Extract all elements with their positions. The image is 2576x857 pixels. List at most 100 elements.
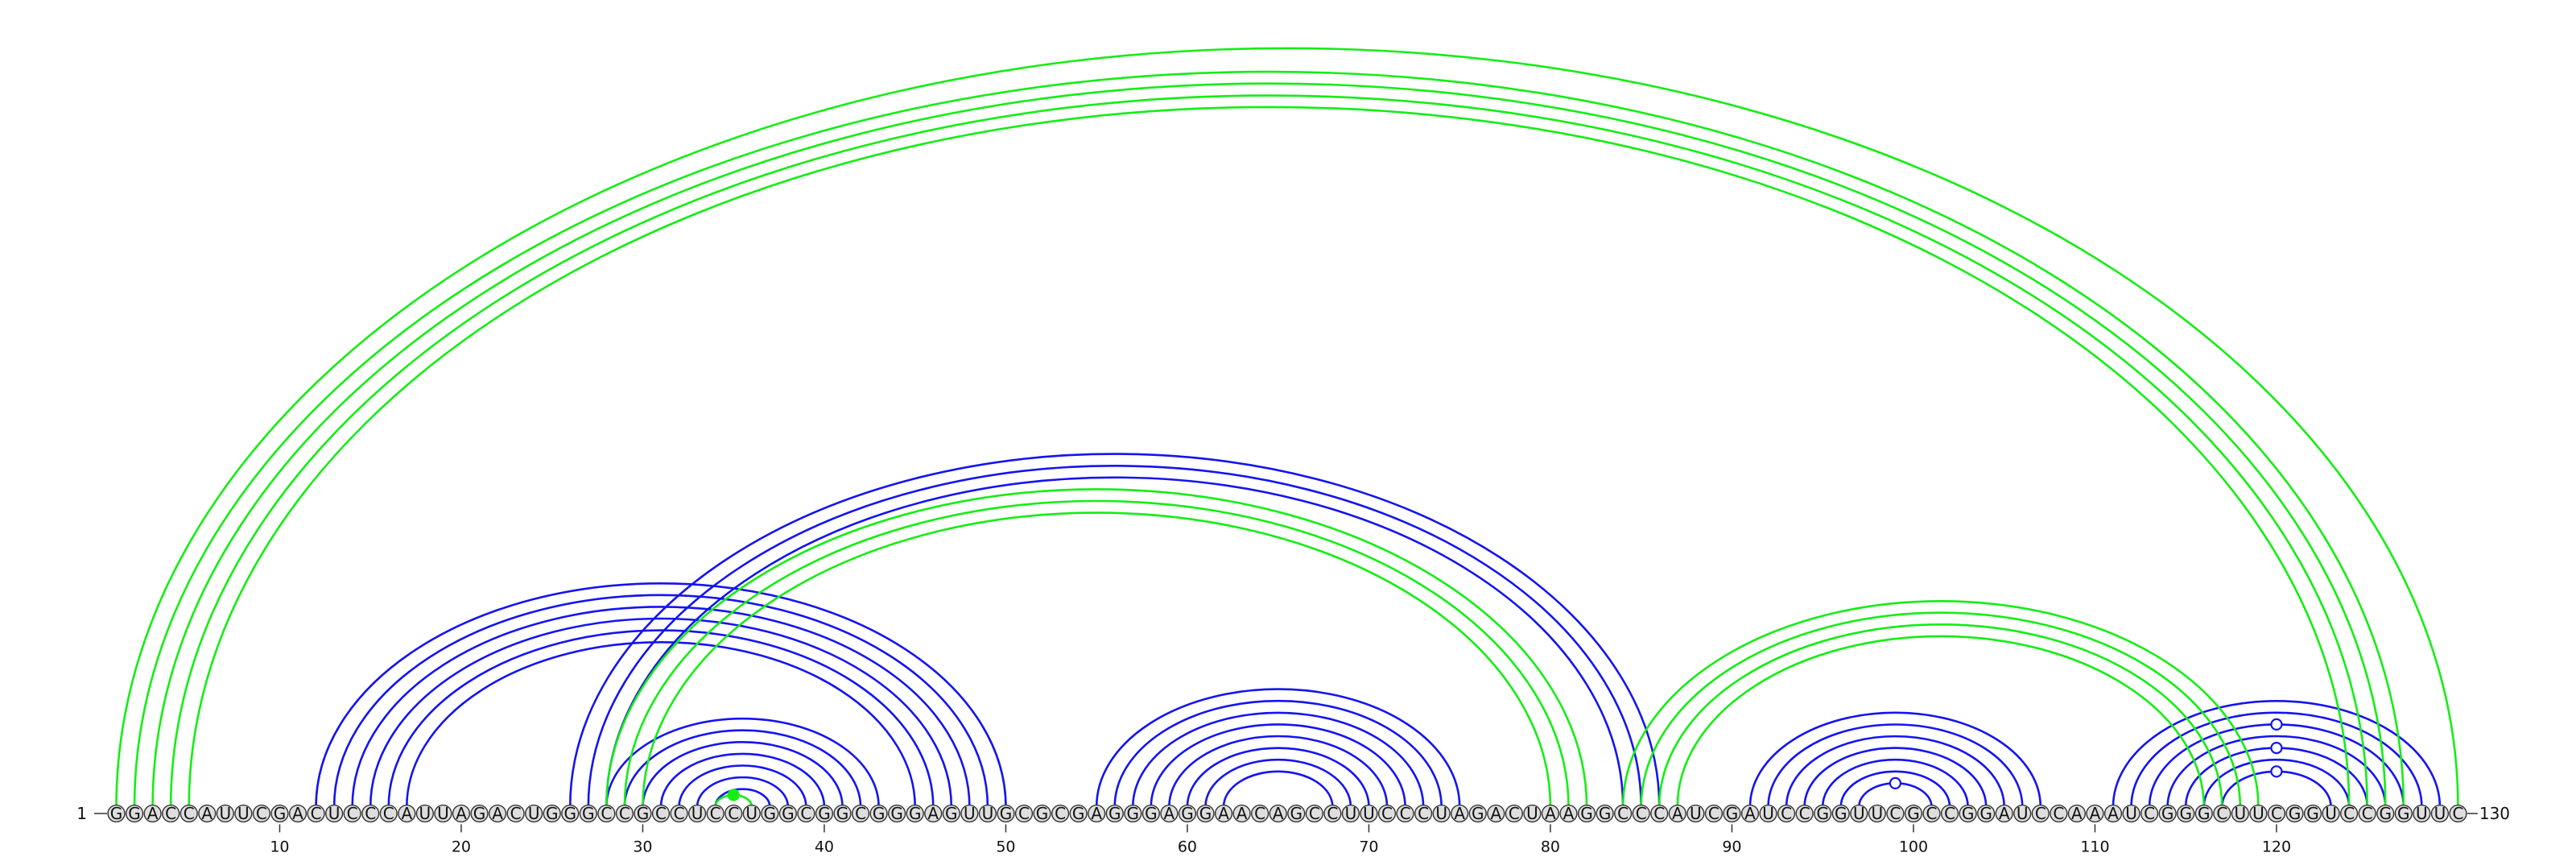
nucleotide-43: G bbox=[869, 804, 888, 823]
nucleotide-125: C bbox=[2358, 804, 2376, 823]
nucleotide-110: A bbox=[2086, 804, 2104, 823]
tick-label-100: 100 bbox=[1899, 838, 1928, 855]
nucleotide-letter: C bbox=[2144, 804, 2155, 823]
nucleotide-letter: U bbox=[437, 804, 449, 823]
nucleotide-95: G bbox=[1814, 804, 1832, 823]
blue-arc-62-68 bbox=[1222, 770, 1334, 807]
nucleotide-circle bbox=[2158, 804, 2177, 823]
nucleotide-circle bbox=[1740, 804, 1760, 823]
nucleotide-circle bbox=[1850, 804, 1868, 823]
nucleotide-circle bbox=[543, 804, 561, 823]
nucleotide-90: G bbox=[1723, 804, 1741, 823]
blue-arc-28-84 bbox=[605, 476, 1624, 807]
nucleotide-circle bbox=[597, 804, 616, 823]
nucleotide-39: C bbox=[797, 804, 815, 823]
nucleotide-letter: G bbox=[564, 804, 577, 823]
nucleotide-letter: A bbox=[147, 804, 159, 823]
nucleotide-circle bbox=[1196, 804, 1215, 823]
nucleotide-letter: U bbox=[745, 804, 758, 823]
tick-label-60: 60 bbox=[1178, 838, 1197, 855]
nucleotide-74: U bbox=[1432, 804, 1451, 823]
nucleotide-circle bbox=[1124, 804, 1142, 823]
nucleotide-27: G bbox=[579, 804, 597, 823]
nucleotide-48: U bbox=[960, 804, 979, 823]
nucleotide-letter: U bbox=[2017, 804, 2029, 823]
nucleotide-circle bbox=[1814, 804, 1832, 823]
nucleotide-letter: C bbox=[855, 804, 866, 823]
nucleotide-23: C bbox=[506, 804, 525, 823]
nucleotide-33: U bbox=[687, 804, 707, 823]
green-arc-1-130 bbox=[115, 47, 2459, 807]
nucleotide-letter: A bbox=[1091, 804, 1102, 823]
green-arc-30-80 bbox=[642, 511, 1552, 807]
nucleotide-55: A bbox=[1088, 804, 1106, 823]
nucleotide-91: A bbox=[1740, 804, 1760, 823]
blue-arc-26-86 bbox=[568, 453, 1661, 807]
blue-arc-15-47 bbox=[369, 617, 953, 807]
nucleotide-41: G bbox=[833, 804, 852, 823]
nucleotide-letter: A bbox=[1236, 804, 1248, 823]
nucleotide-letter: G bbox=[637, 804, 650, 823]
nucleotide-letter: C bbox=[1400, 804, 1411, 823]
nucleotide-circle bbox=[634, 804, 652, 823]
nucleotide-40: G bbox=[815, 804, 834, 823]
nucleotide-circle bbox=[2050, 804, 2068, 823]
nucleotide-circle bbox=[1377, 804, 1397, 823]
nucleotide-letter: G bbox=[1108, 804, 1121, 823]
nucleotide-128: U bbox=[2413, 804, 2431, 823]
green-arc-28-82 bbox=[605, 488, 1588, 807]
nucleotide-10: G bbox=[270, 804, 289, 823]
nucleotide-61: G bbox=[1196, 804, 1215, 823]
nucleotide-letter: U bbox=[528, 804, 540, 823]
nucleotide-105: A bbox=[1995, 804, 2013, 823]
nucleotide-59: A bbox=[1160, 804, 1179, 823]
nucleotide-letter: G bbox=[1000, 804, 1013, 823]
nucleotide-letter: G bbox=[582, 804, 595, 823]
nucleotide-letter: G bbox=[1145, 804, 1158, 823]
nucleotide-77: A bbox=[1487, 804, 1505, 823]
nucleotide-circle bbox=[1995, 804, 2013, 823]
nucleotide-circle bbox=[2394, 804, 2413, 823]
nucleotide-76: G bbox=[1468, 804, 1487, 823]
nucleotide-25: G bbox=[543, 804, 561, 823]
blue-arc-91-107 bbox=[1748, 711, 2042, 807]
nucleotide-letter: A bbox=[927, 804, 939, 823]
nucleotide-54: G bbox=[1069, 804, 1088, 823]
blue-arc-31-40 bbox=[659, 752, 826, 807]
nucleotide-letter: C bbox=[2035, 804, 2046, 823]
nucleotide-97: U bbox=[1850, 804, 1868, 823]
nucleotide-circle bbox=[2430, 804, 2449, 823]
nucleotide-letter: C bbox=[1327, 804, 1338, 823]
nucleotide-letter: G bbox=[1181, 804, 1194, 823]
nucleotide-circle bbox=[997, 804, 1015, 823]
nucleotide-circle bbox=[924, 804, 943, 823]
nucleotide-letter: U bbox=[982, 804, 994, 823]
nucleotide-letter: G bbox=[764, 804, 777, 823]
nucleotide-2: G bbox=[125, 804, 144, 823]
nucleotide-circle bbox=[579, 804, 597, 823]
nucleotide-106: U bbox=[2013, 804, 2032, 823]
nucleotide-circle bbox=[1305, 804, 1323, 823]
nucleotide-circle bbox=[1831, 804, 1850, 823]
nucleotide-letter: A bbox=[2090, 804, 2101, 823]
nucleotide-45: G bbox=[906, 804, 924, 823]
nucleotide-letter: A bbox=[292, 804, 303, 823]
nucleotide-121: G bbox=[2285, 804, 2304, 823]
green-arc-3-126 bbox=[151, 82, 2387, 807]
nucleotide-28: C bbox=[597, 804, 616, 823]
nucleotide-20: A bbox=[452, 804, 471, 823]
nucleotide-8: U bbox=[234, 804, 253, 823]
nucleotide-letter: C bbox=[365, 804, 376, 823]
nucleotide-42: C bbox=[851, 804, 870, 823]
green-arc-86-117 bbox=[1657, 623, 2223, 807]
tick-label-110: 110 bbox=[2080, 838, 2109, 855]
nucleotide-letter: C bbox=[1653, 804, 1665, 823]
nucleotide-circle bbox=[1451, 804, 1469, 823]
nucleotide-circle bbox=[2013, 804, 2032, 823]
nucleotide-circle bbox=[1014, 804, 1034, 823]
nucleotide-50: G bbox=[997, 804, 1015, 823]
tick-label-90: 90 bbox=[1722, 838, 1741, 855]
nucleotide-letter: G bbox=[909, 804, 922, 823]
nucleotide-circle bbox=[2140, 804, 2159, 823]
green-arc-29-81 bbox=[623, 499, 1570, 807]
